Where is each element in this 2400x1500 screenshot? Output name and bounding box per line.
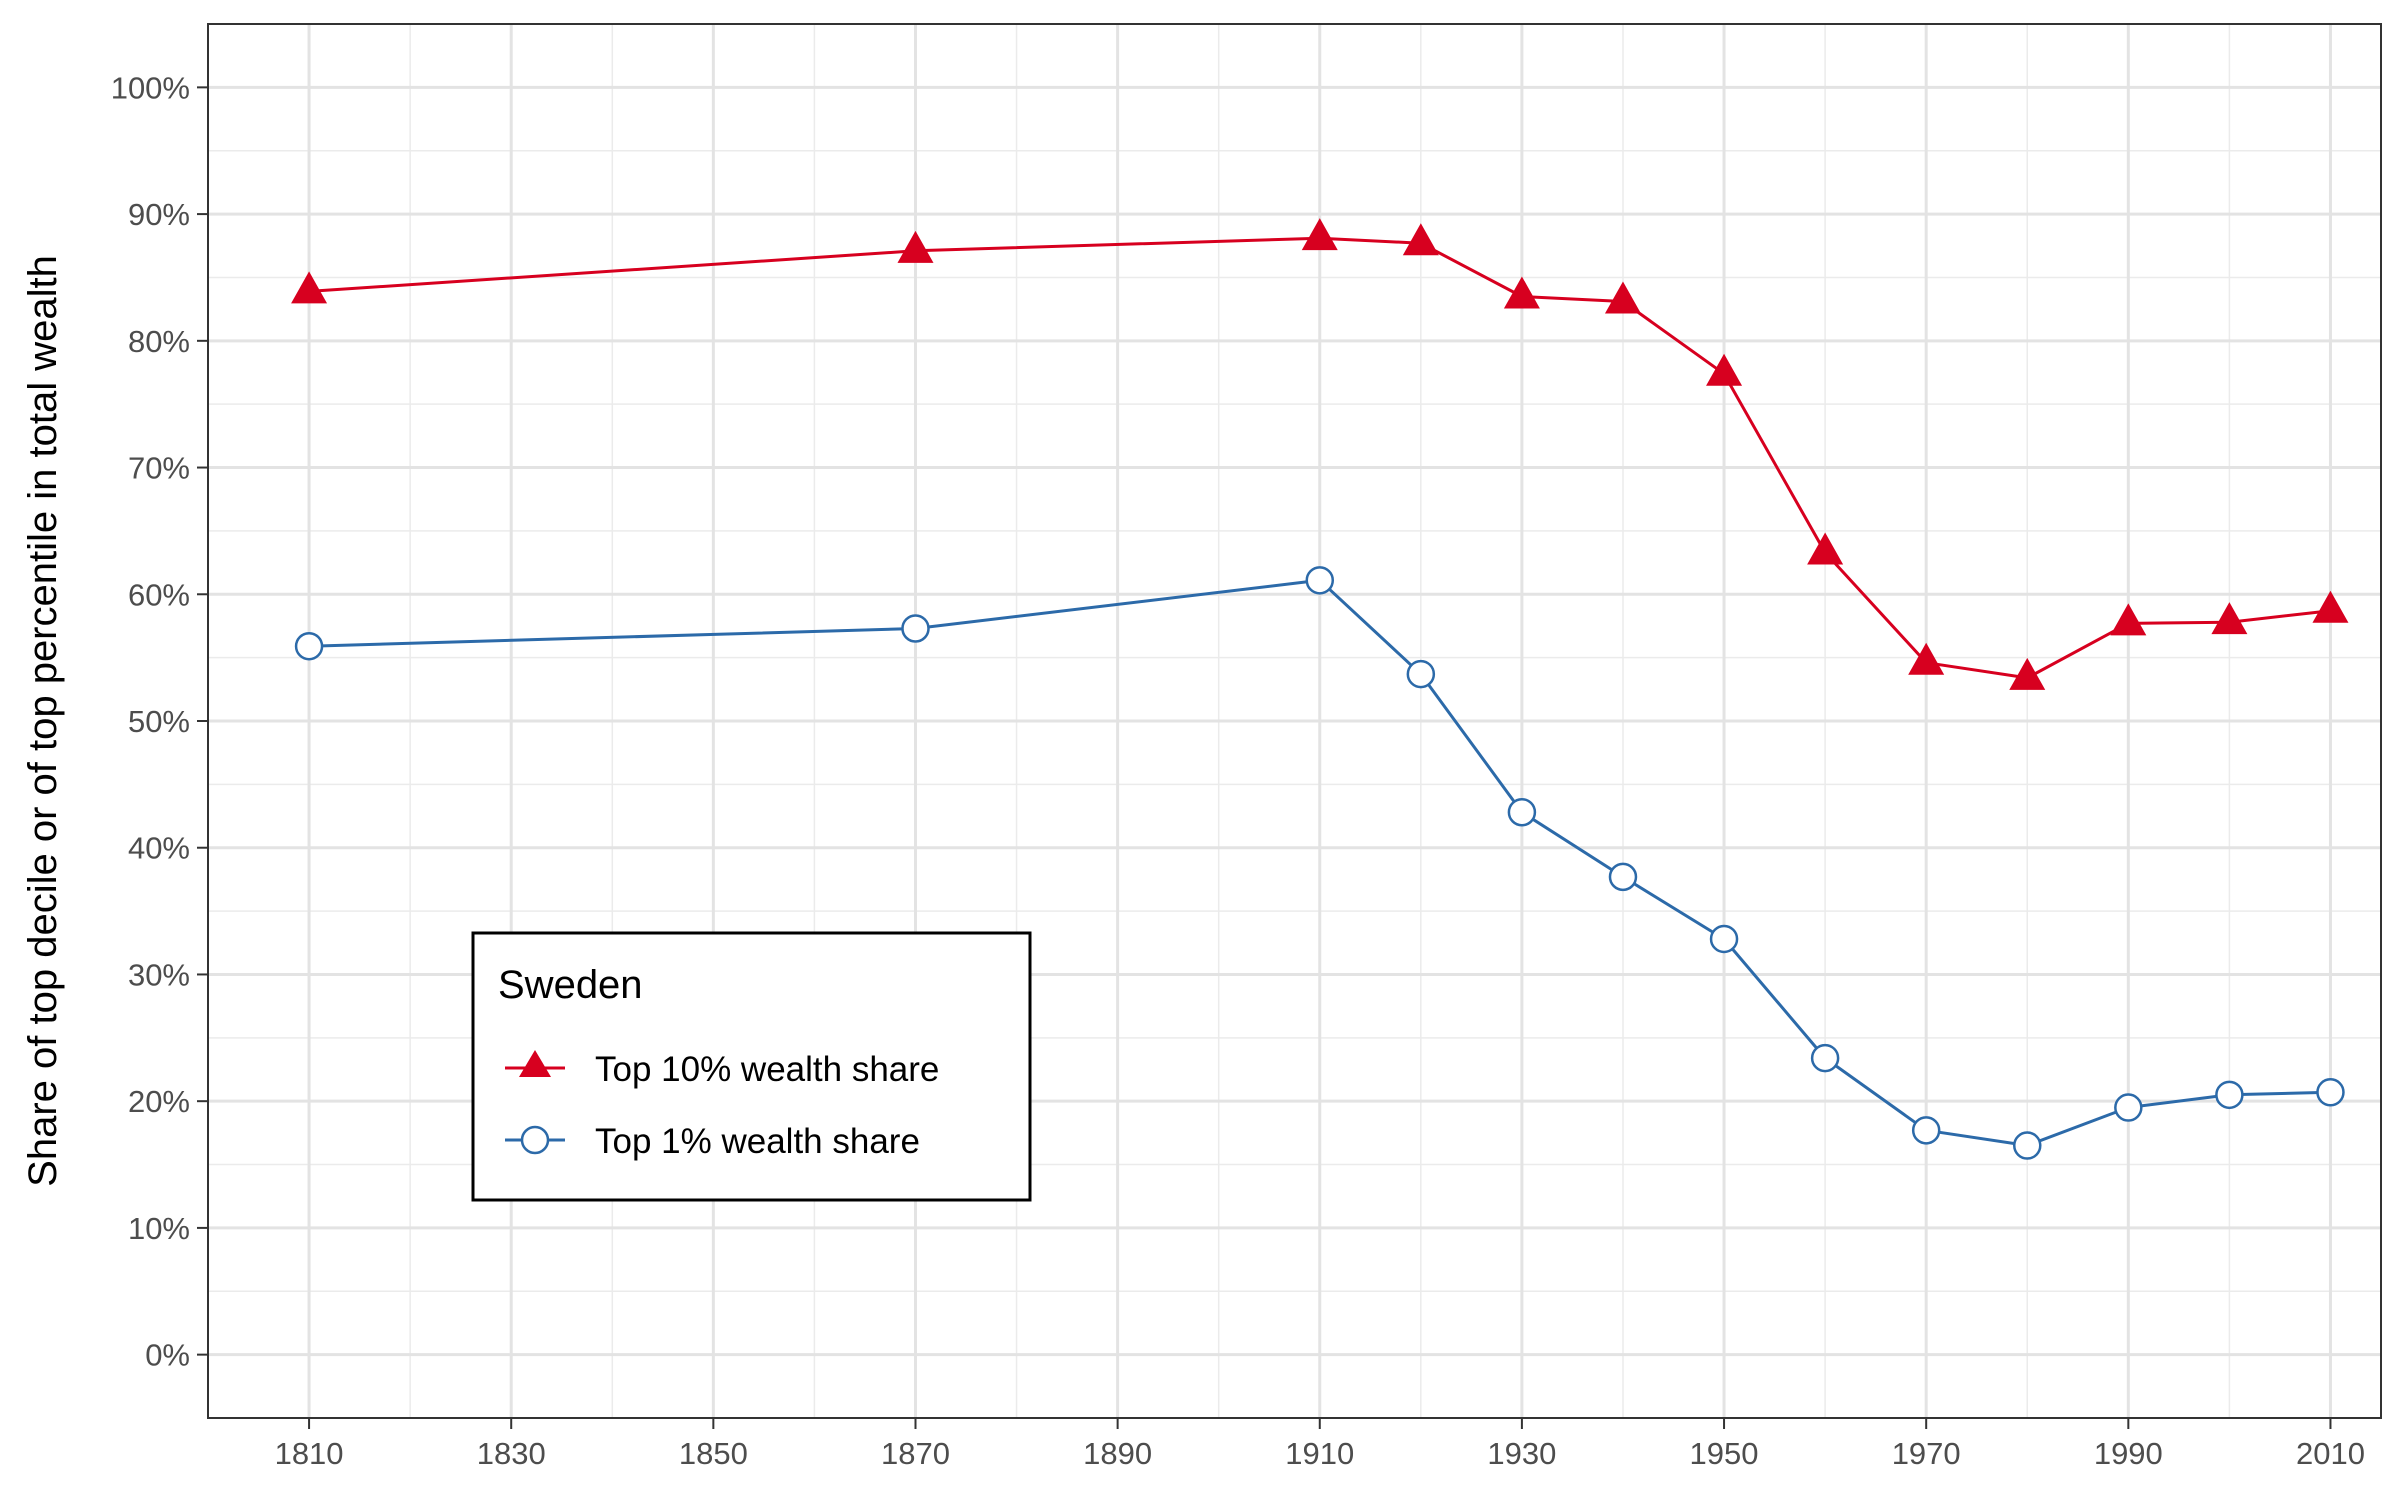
y-axis-title: Share of top decile or of top percentile…	[21, 255, 65, 1187]
data-point-triangle	[291, 271, 328, 304]
data-point-triangle	[2211, 602, 2248, 635]
data-point-triangle	[1402, 223, 1439, 256]
x-axis: 1810 1830 1850 1870 1890 1910 1930 1950 1970 1990…	[275, 1418, 2365, 1471]
x-tick-label: 1870	[881, 1436, 950, 1471]
x-tick-label: 1890	[1083, 1436, 1152, 1471]
y-tick-label: 70%	[128, 451, 190, 486]
data-point-circle	[1507, 797, 1537, 827]
data-point-triangle	[897, 230, 934, 263]
x-tick-label: 1930	[1487, 1436, 1556, 1471]
y-tick-label: 80%	[128, 324, 190, 359]
legend-key-triangle	[519, 1050, 551, 1077]
data-point-triangle	[2312, 590, 2349, 623]
legend-item-top10: Top 10% wealth share	[505, 1050, 939, 1089]
x-tick-label: 1830	[477, 1436, 546, 1471]
y-tick-label: 0%	[145, 1338, 190, 1373]
data-point-triangle	[1706, 353, 1743, 386]
x-tick-label: 1810	[275, 1436, 344, 1471]
x-tick-label: 1970	[1892, 1436, 1961, 1471]
y-tick-label: 50%	[128, 704, 190, 739]
y-tick-label: 20%	[128, 1084, 190, 1119]
data-point-circle	[2114, 1093, 2143, 1122]
y-tick-label: 10%	[128, 1211, 190, 1246]
data-point-triangle	[1908, 642, 1945, 675]
data-point-circle	[901, 614, 930, 643]
x-tick-label: 1910	[1285, 1436, 1354, 1471]
legend: Sweden Top 10% wealth share Top 1% wealt…	[471, 931, 1032, 1202]
data-point-circle	[294, 631, 324, 661]
data-point-triangle	[1301, 218, 1338, 251]
data-point-circle	[2316, 1078, 2345, 1107]
x-tick-label: 1850	[679, 1436, 748, 1471]
legend-title: Sweden	[498, 963, 643, 1007]
data-point-triangle	[2110, 603, 2147, 636]
y-tick-label: 30%	[128, 957, 190, 992]
data-point-circle	[1608, 862, 1638, 892]
x-tick-label: 1950	[1690, 1436, 1759, 1471]
data-point-circle	[1810, 1043, 1840, 1073]
data-point-triangle	[1503, 276, 1540, 309]
y-tick-label: 40%	[128, 831, 190, 866]
data-point-circle	[1406, 659, 1436, 689]
legend-key-circle	[520, 1125, 550, 1155]
y-tick-label: 90%	[128, 197, 190, 232]
legend-label-top10: Top 10% wealth share	[595, 1050, 939, 1089]
x-tick-label: 1990	[2094, 1436, 2163, 1471]
data-point-triangle	[1604, 281, 1641, 314]
data-point-triangle	[1807, 532, 1844, 565]
y-tick-label: 100%	[111, 70, 190, 105]
legend-label-top1: Top 1% wealth share	[595, 1122, 920, 1161]
data-point-triangle	[2009, 657, 2046, 690]
x-tick-label: 2010	[2296, 1436, 2365, 1471]
data-point-circle	[1305, 566, 1335, 595]
data-point-circle	[1709, 924, 1739, 954]
data-point-circle	[2215, 1080, 2244, 1110]
y-axis: 0% 10% 20% 30% 40% 50% 60% 70% 80% 90% 100%	[111, 70, 208, 1373]
legend-box	[471, 931, 1032, 1202]
series-top1	[294, 566, 2345, 1160]
legend-item-top1: Top 1% wealth share	[505, 1122, 920, 1161]
data-point-circle	[1911, 1116, 1941, 1145]
series-top10	[291, 218, 2349, 690]
y-tick-label: 60%	[128, 577, 190, 612]
data-point-circle	[2013, 1131, 2042, 1160]
series-layer	[291, 218, 2349, 1160]
